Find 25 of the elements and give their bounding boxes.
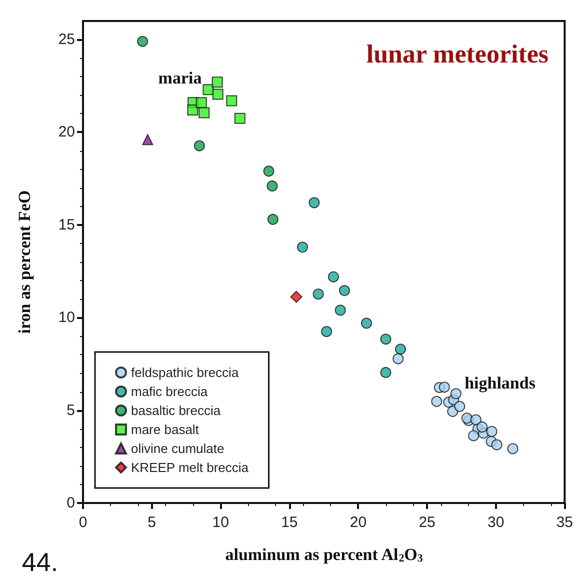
x-tick-label: 10	[212, 514, 229, 531]
x-tick-label: 35	[556, 514, 573, 531]
y-tick-label: 10	[58, 309, 75, 326]
y-tick-label: 0	[66, 494, 75, 512]
y-axis-title: iron as percent FeO	[15, 190, 34, 334]
legend-label: olivine cumulate	[131, 441, 224, 456]
x-tick-label: 20	[350, 514, 367, 531]
x-tick-label: 25	[418, 514, 436, 531]
text: 44.	[22, 547, 58, 577]
text: lunar meteorites	[366, 40, 549, 68]
legend-label: KREEP melt breccia	[131, 460, 250, 475]
y-tick-label: 20	[58, 124, 75, 141]
legend-label: mafic breccia	[131, 384, 208, 399]
y-tick-label: 5	[66, 402, 75, 419]
legend-label: feldspathic breccia	[131, 365, 240, 380]
x-tick-label: 5	[148, 514, 156, 531]
x-tick-label: 0	[78, 514, 88, 531]
legend-label: basaltic breccia	[131, 403, 222, 418]
y-tick-label: 25	[58, 31, 75, 48]
x-tick-label: 15	[281, 514, 298, 531]
legend-label: mare basalt	[131, 422, 200, 437]
x-tick-label: 30	[488, 514, 504, 531]
y-tick-label: 15	[58, 216, 75, 234]
annotation: maria	[158, 68, 202, 88]
annotation: highlands	[464, 374, 536, 392]
